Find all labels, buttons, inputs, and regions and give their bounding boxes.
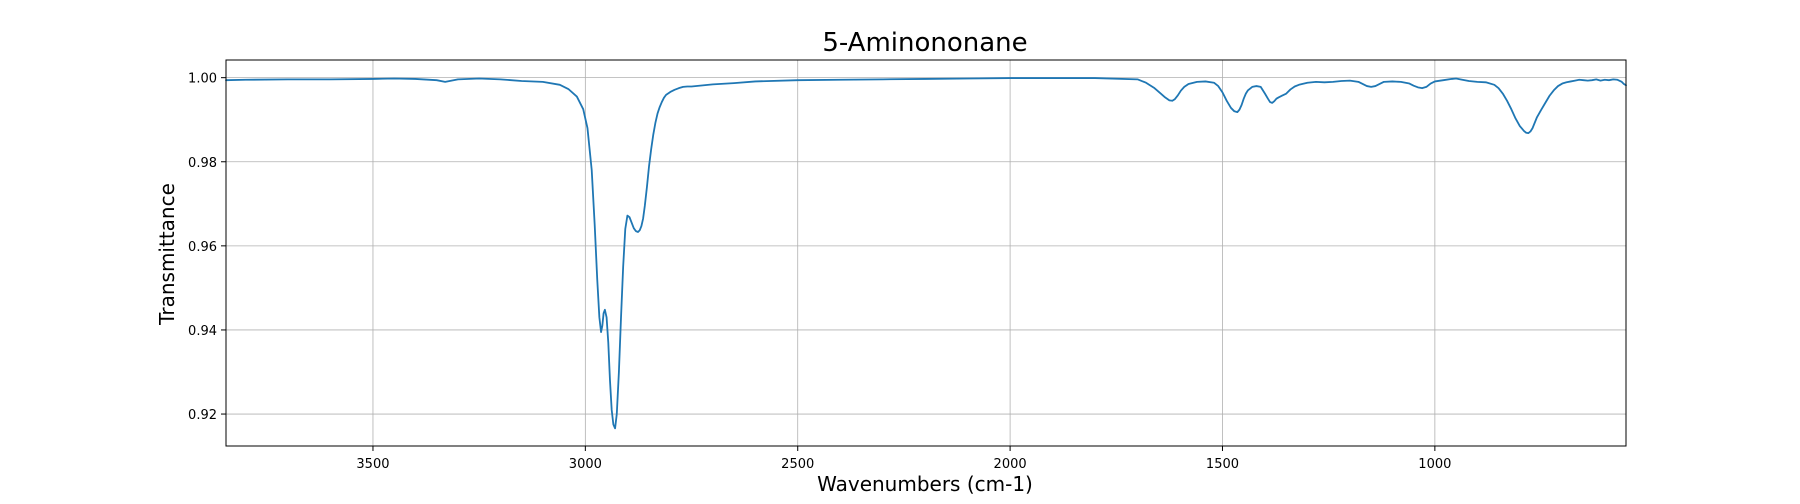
axis-ticks: 3500 3000 2500 2000 1500 1000 0.92 0.94 0.96 0.98… — [188, 72, 1451, 472]
series-layer — [225, 77, 1627, 430]
plot-area-frame — [225, 59, 1627, 447]
x-tick-label: 3000 — [569, 457, 602, 472]
x-tick-label: 2000 — [994, 457, 1027, 472]
y-tick-label: 1.00 — [188, 72, 217, 87]
y-tick-label: 0.96 — [188, 240, 217, 255]
y-tick-label: 0.94 — [188, 324, 217, 339]
y-axis-label: Transmittance — [155, 183, 179, 326]
y-tick-label: 0.92 — [188, 408, 217, 423]
grid-lines — [226, 60, 1626, 446]
chart-title: 5-Aminononane — [822, 28, 1027, 58]
spectrum-line — [225, 77, 1627, 430]
x-tick-label: 1000 — [1418, 457, 1451, 472]
x-tick-label: 3500 — [356, 457, 389, 472]
y-tick-label: 0.98 — [188, 156, 217, 171]
x-axis-label: Wavenumbers (cm-1) — [817, 472, 1033, 496]
x-tick-label: 2500 — [781, 457, 814, 472]
x-tick-label: 1500 — [1206, 457, 1239, 472]
